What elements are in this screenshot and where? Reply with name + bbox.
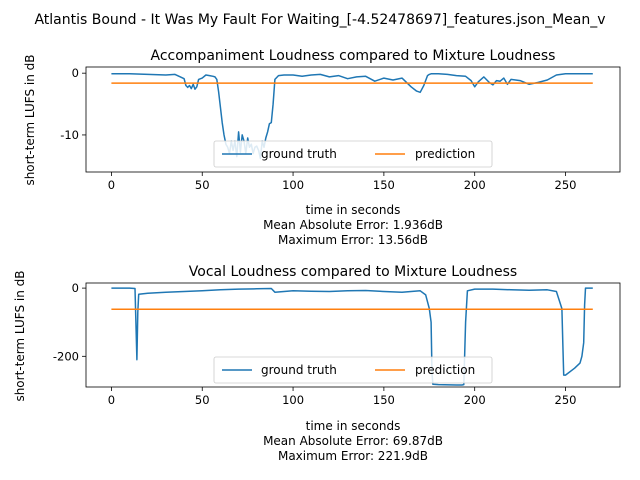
vocal-y-axis-label: short-term LUFS in dB bbox=[13, 270, 27, 401]
accompaniment-mean-error: Mean Absolute Error: 1.936dB bbox=[263, 218, 443, 232]
vocal-x-tick-label: 50 bbox=[195, 393, 210, 407]
accompaniment-legend-pred-label: prediction bbox=[415, 147, 475, 161]
vocal-chart: Vocal Loudness compared to Mixture Loudn… bbox=[13, 264, 621, 463]
accompaniment-legend-box bbox=[213, 140, 493, 168]
accompaniment-x-tick-label: 200 bbox=[464, 178, 486, 192]
vocal-legend: ground truth prediction bbox=[213, 356, 493, 384]
vocal-ground-truth-line bbox=[111, 287, 593, 386]
accompaniment-legend: ground truth prediction bbox=[213, 140, 493, 168]
vocal-legend-pred-label: prediction bbox=[415, 363, 475, 377]
accompaniment-chart: Accompaniment Loudness compared to Mixtu… bbox=[23, 48, 621, 247]
vocal-y-tick-label: -200 bbox=[53, 349, 79, 363]
vocal-x-tick-label: 200 bbox=[464, 393, 486, 407]
accompaniment-max-error: Maximum Error: 13.56dB bbox=[278, 233, 428, 247]
accompaniment-x-tick-label: 250 bbox=[555, 178, 577, 192]
accompaniment-plot-frame bbox=[85, 66, 621, 173]
vocal-legend-box bbox=[213, 356, 493, 384]
vocal-x-tick-label: 0 bbox=[108, 393, 115, 407]
accompaniment-x-axis-label: time in seconds bbox=[306, 203, 401, 217]
accompaniment-x-tick-label: 50 bbox=[195, 178, 210, 192]
vocal-x-tick-label: 100 bbox=[282, 393, 304, 407]
accompaniment-x-tick-label: 150 bbox=[373, 178, 395, 192]
accompaniment-ground-truth-line bbox=[111, 73, 593, 160]
accompaniment-x-tick-label: 100 bbox=[282, 178, 304, 192]
accompaniment-y-tick-label: 0 bbox=[72, 66, 79, 80]
vocal-max-error: Maximum Error: 221.9dB bbox=[278, 449, 428, 463]
vocal-x-tick-label: 150 bbox=[373, 393, 395, 407]
accompaniment-y-axis-label: short-term LUFS in dB bbox=[23, 54, 37, 185]
vocal-legend-truth-label: ground truth bbox=[261, 363, 337, 377]
vocal-x-tick-label: 250 bbox=[555, 393, 577, 407]
vocal-mean-error: Mean Absolute Error: 69.87dB bbox=[263, 434, 443, 448]
vocal-y-tick-label: 0 bbox=[72, 281, 79, 295]
vocal-chart-title: Vocal Loudness compared to Mixture Loudn… bbox=[189, 264, 517, 280]
vocal-x-axis-label: time in seconds bbox=[306, 419, 401, 433]
accompaniment-y-tick-label: -10 bbox=[60, 128, 79, 142]
accompaniment-x-tick-label: 0 bbox=[108, 178, 115, 192]
figure-title: Atlantis Bound - It Was My Fault For Wai… bbox=[34, 12, 605, 28]
vocal-plot-frame bbox=[85, 282, 621, 388]
accompaniment-legend-truth-label: ground truth bbox=[261, 147, 337, 161]
accompaniment-chart-title: Accompaniment Loudness compared to Mixtu… bbox=[151, 48, 556, 64]
